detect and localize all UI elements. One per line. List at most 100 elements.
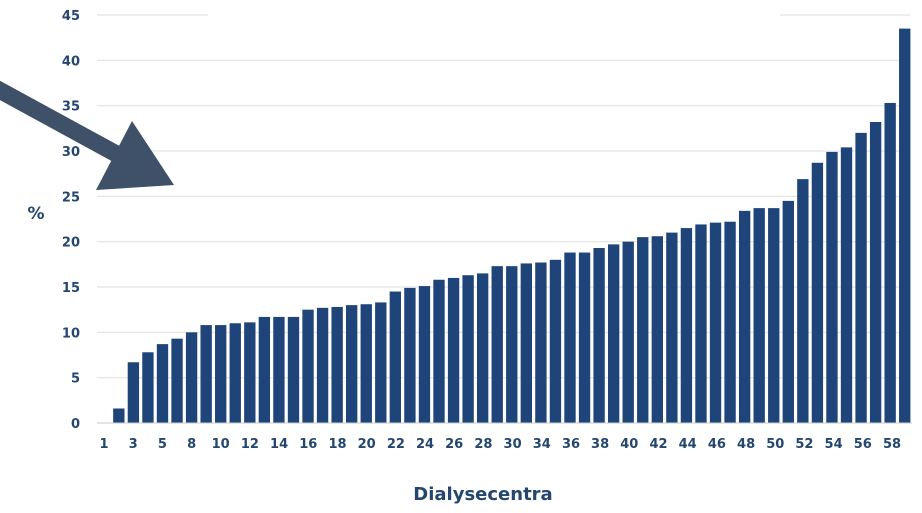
bar [390, 292, 401, 423]
bar [448, 278, 459, 423]
y-tick-label: 0 [71, 417, 80, 432]
x-axis-ticks: 1 3 5 8 10 12 14 16 18 20 22 24 26 28 30 34 36 38 40 42 44 46… [99, 437, 901, 452]
bar [623, 242, 634, 423]
x-tick-label: 46 [708, 437, 726, 452]
bar [535, 263, 546, 423]
bar [768, 208, 779, 423]
bar [826, 152, 837, 423]
bar [652, 236, 663, 423]
bar [492, 266, 503, 423]
bar [812, 163, 823, 423]
y-tick-label: 10 [62, 326, 80, 341]
x-tick-label: 22 [387, 437, 405, 452]
bar [273, 317, 284, 423]
bar [288, 317, 299, 423]
x-tick-label: 10 [212, 437, 230, 452]
bar [695, 224, 706, 423]
bar [870, 122, 881, 423]
bar [477, 273, 488, 423]
bar [113, 408, 124, 423]
bar [593, 248, 604, 423]
bar [317, 308, 328, 423]
bar [884, 103, 895, 423]
x-tick-label: 26 [445, 437, 463, 452]
arrow-annotation-icon [0, 85, 174, 190]
bar [375, 302, 386, 423]
x-tick-label: 44 [679, 437, 697, 452]
x-tick-label: 20 [358, 437, 376, 452]
bar [506, 266, 517, 423]
y-tick-label: 25 [62, 190, 80, 205]
x-tick-label: 3 [129, 437, 138, 452]
x-tick-label: 38 [591, 437, 609, 452]
bar [637, 237, 648, 423]
x-tick-label: 54 [825, 437, 843, 452]
bar [797, 179, 808, 423]
bar [608, 244, 619, 423]
x-tick-label: 8 [187, 437, 196, 452]
x-tick-label: 48 [737, 437, 755, 452]
x-tick-label: 24 [416, 437, 434, 452]
bar [157, 344, 168, 423]
bar [419, 286, 430, 423]
bars [113, 29, 910, 423]
bar [710, 223, 721, 423]
x-tick-label: 34 [533, 437, 551, 452]
bar [259, 317, 270, 423]
y-tick-label: 40 [62, 54, 80, 69]
x-tick-label: 42 [649, 437, 667, 452]
bar [783, 201, 794, 423]
x-tick-label: 16 [299, 437, 317, 452]
x-tick-label: 30 [504, 437, 522, 452]
bar [739, 211, 750, 423]
x-tick-label: 36 [562, 437, 580, 452]
bar [681, 228, 692, 423]
bar [404, 288, 415, 423]
x-tick-label: 58 [883, 437, 901, 452]
bar [754, 208, 765, 423]
bar [564, 253, 575, 423]
bar [215, 325, 226, 423]
y-tick-label: 15 [62, 281, 80, 296]
y-tick-label: 45 [62, 9, 80, 24]
x-tick-label: 40 [620, 437, 638, 452]
bar [230, 323, 241, 423]
bar [579, 253, 590, 423]
bar [899, 29, 910, 423]
x-tick-label: 12 [241, 437, 259, 452]
y-tick-label: 5 [71, 372, 80, 387]
x-tick-label: 14 [270, 437, 288, 452]
x-tick-label: 56 [854, 437, 872, 452]
bar [142, 352, 153, 423]
x-tick-label: 1 [99, 437, 108, 452]
bar [244, 322, 255, 423]
bar [171, 339, 182, 423]
bar [128, 362, 139, 423]
bar [550, 260, 561, 423]
bar [346, 305, 357, 423]
y-tick-label: 20 [62, 236, 80, 251]
bar [302, 310, 313, 423]
bar [462, 275, 473, 423]
bar [724, 222, 735, 423]
x-tick-label: 5 [158, 437, 167, 452]
x-tick-label: 18 [328, 437, 346, 452]
bar [521, 263, 532, 423]
y-tick-label: 30 [62, 145, 80, 160]
x-tick-label: 52 [795, 437, 813, 452]
bar [855, 133, 866, 423]
bar [200, 325, 211, 423]
x-tick-label: 50 [766, 437, 784, 452]
bar [841, 147, 852, 423]
x-tick-label: 28 [474, 437, 492, 452]
bar [361, 304, 372, 423]
x-axis-title: Dialysecentra [413, 484, 552, 505]
bar [433, 280, 444, 423]
y-tick-label: 35 [62, 100, 80, 115]
bar [186, 332, 197, 423]
y-axis-title: % [27, 204, 44, 224]
bar [331, 307, 342, 423]
y-axis-ticks: 0 5 10 15 20 25 30 35 40 45 [62, 9, 80, 432]
bar [666, 233, 677, 423]
